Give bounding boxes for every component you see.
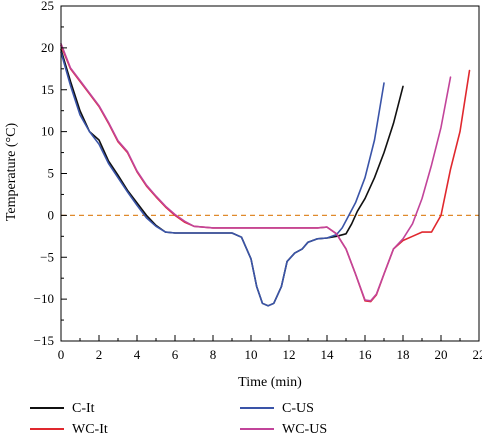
series-line-c-us xyxy=(60,51,385,307)
x-tick-label: 10 xyxy=(245,347,258,362)
x-tick-label: 20 xyxy=(435,347,448,362)
x-tick-label: 4 xyxy=(134,347,141,362)
legend-label-wc-it: WC-It xyxy=(72,422,108,437)
series-line-wc-us xyxy=(60,42,452,302)
y-tick-label: 20 xyxy=(41,40,54,55)
series-line-wc-it xyxy=(60,44,471,303)
y-tick-label: 15 xyxy=(41,82,54,97)
y-tick-label: −15 xyxy=(34,333,54,348)
y-tick-label: 5 xyxy=(48,166,55,181)
x-tick-label: 0 xyxy=(58,347,65,362)
x-axis-title: Time (min) xyxy=(238,375,302,390)
y-tick-label: 10 xyxy=(41,124,54,139)
legend: C-It C-US WC-It WC-US xyxy=(30,401,327,437)
y-tick-label: 0 xyxy=(48,207,55,222)
axes-layer: 0 2 4 6 8 10 12 14 16 18 20 22 −15 −10 −5 0 5 10 15 20 25 xyxy=(34,0,482,362)
plot-frame xyxy=(60,5,480,342)
y-tick-label: −5 xyxy=(40,249,54,264)
x-tick-label: 16 xyxy=(359,347,373,362)
series-layer xyxy=(60,42,471,307)
x-tick-label: 18 xyxy=(397,347,410,362)
legend-label-c-it: C-It xyxy=(72,401,95,416)
y-tick-label: −10 xyxy=(34,291,54,306)
legend-label-c-us: C-US xyxy=(282,401,314,416)
series-line-c-it xyxy=(60,48,404,307)
x-tick-label: 22 xyxy=(473,347,482,362)
legend-label-wc-us: WC-US xyxy=(282,422,327,437)
y-axis-title: Temperature (°C) xyxy=(4,123,19,222)
x-tick-label: 12 xyxy=(283,347,296,362)
x-tick-label: 8 xyxy=(210,347,217,362)
x-tick-label: 14 xyxy=(321,347,335,362)
x-tick-label: 6 xyxy=(172,347,179,362)
y-tick-label: 25 xyxy=(41,0,54,13)
x-tick-label: 2 xyxy=(96,347,103,362)
